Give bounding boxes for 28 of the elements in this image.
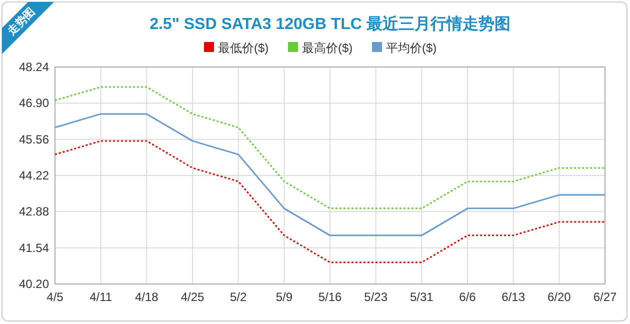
legend-label: 最高价($) [302, 41, 353, 55]
y-tick-label: 41.54 [18, 240, 50, 255]
x-tick-label: 5/9 [276, 290, 293, 304]
y-tick-label: 48.24 [18, 60, 50, 74]
x-tick-label: 5/23 [364, 290, 388, 304]
x-tick-label: 6/27 [593, 290, 617, 304]
x-tick-label: 6/20 [547, 290, 572, 304]
y-tick-label: 46.90 [18, 96, 50, 110]
x-tick-label: 5/16 [318, 290, 342, 304]
corner-tag: 走势图 [2, 2, 54, 54]
x-tick-label: 4/18 [134, 290, 159, 304]
line-series [54, 140, 606, 264]
y-tick-label: 40.20 [18, 277, 50, 291]
y-tick-label: 44.22 [18, 168, 50, 182]
chart-title: 2.5" SSD SATA3 120GB TLC 最近三月行情走势图 [150, 15, 510, 33]
x-tick-label: 4/11 [90, 290, 112, 304]
line-series [54, 86, 606, 210]
legend-label: 最低价($) [218, 41, 269, 55]
x-tick-label: 6/13 [502, 290, 526, 304]
x-tick-label: 4/25 [180, 290, 204, 304]
line-series [54, 113, 606, 236]
x-tick-label: 4/5 [46, 290, 64, 304]
x-tick-label: 6/6 [459, 290, 476, 304]
y-tick-label: 42.88 [18, 204, 50, 219]
x-tick-label: 5/2 [230, 290, 247, 304]
y-tick-label: 45.56 [18, 132, 50, 146]
legend-label: 平均价($) [386, 41, 437, 55]
x-tick-label: 5/31 [410, 290, 434, 304]
